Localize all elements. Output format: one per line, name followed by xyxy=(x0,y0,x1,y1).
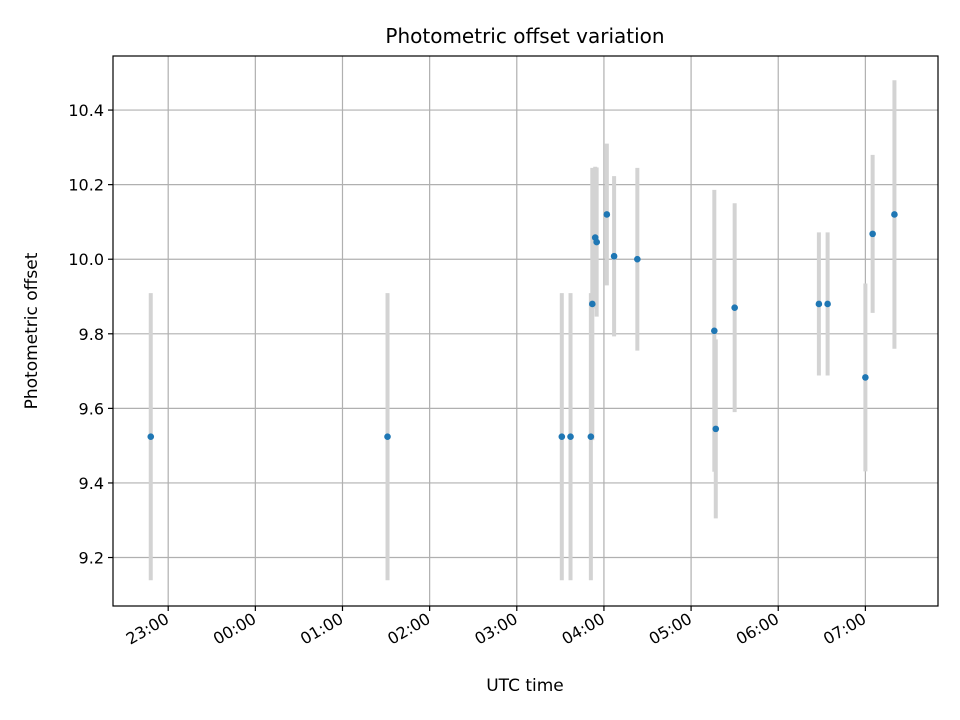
data-point xyxy=(634,255,641,263)
y-axis-label: Photometric offset xyxy=(22,252,42,409)
data-point xyxy=(712,425,720,433)
data-point xyxy=(593,238,600,246)
y-tick-label: 9.8 xyxy=(79,325,104,344)
plot-frame xyxy=(112,55,939,607)
data-point xyxy=(603,211,611,218)
data-point xyxy=(869,230,876,238)
data-points xyxy=(147,211,898,441)
y-tick-label: 10.0 xyxy=(68,250,104,269)
data-point xyxy=(587,433,595,441)
data-point xyxy=(862,374,869,381)
y-axis-ticks: 9.2 9.4 9.6 9.8 10.0 10.2 10.4 xyxy=(68,101,113,568)
chart-title: Photometric offset variation xyxy=(385,24,664,48)
y-tick-label: 9.6 xyxy=(79,399,104,418)
y-tick-label: 9.4 xyxy=(79,474,104,493)
data-point xyxy=(384,433,391,441)
data-point xyxy=(815,300,823,308)
y-tick-label: 10.4 xyxy=(68,101,104,120)
data-point xyxy=(589,300,596,308)
data-point xyxy=(731,304,738,311)
data-point xyxy=(567,433,574,441)
data-point xyxy=(891,211,898,218)
x-axis-label: UTC time xyxy=(486,676,564,696)
grid xyxy=(113,56,938,606)
data-point xyxy=(711,327,718,335)
data-point xyxy=(558,433,566,441)
data-point xyxy=(147,433,155,441)
data-point xyxy=(824,300,831,308)
data-point xyxy=(610,252,618,260)
y-tick-label: 10.2 xyxy=(68,176,104,195)
y-tick-label: 9.2 xyxy=(79,549,104,568)
